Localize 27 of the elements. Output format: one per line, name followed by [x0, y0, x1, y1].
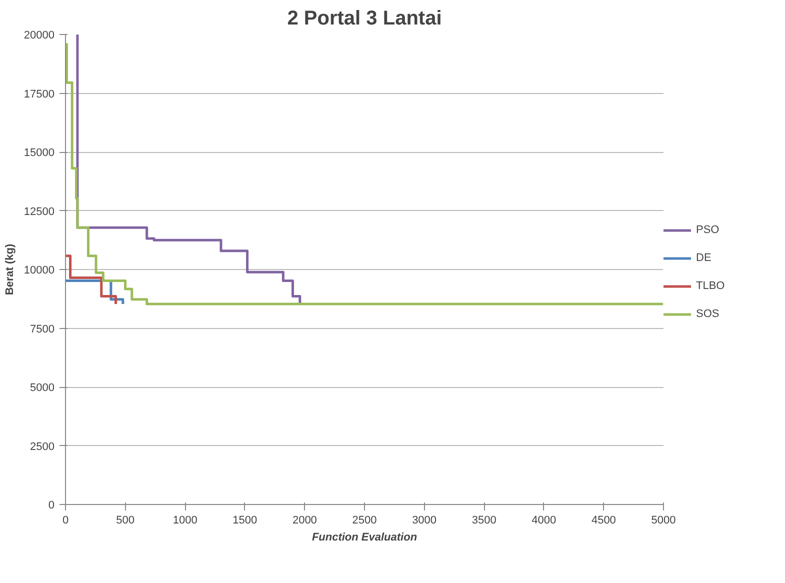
y-tick-label: 20000 [24, 30, 55, 42]
y-tick-label: 5000 [30, 382, 55, 394]
x-tick-label: 3000 [412, 514, 437, 526]
x-tick-label: 0 [62, 514, 69, 526]
legend-label: TLBO [696, 280, 725, 292]
x-tick-label: 4000 [532, 514, 556, 526]
legend-label: DE [696, 252, 712, 264]
x-tick-label: 4500 [591, 514, 616, 526]
x-tick-label: 1500 [232, 514, 258, 526]
y-tick-label: 10000 [24, 264, 55, 276]
y-tick-label: 15000 [24, 147, 55, 159]
x-tick-label: 500 [116, 514, 134, 526]
legend-label: PSO [696, 224, 720, 236]
y-tick-label: 7500 [30, 323, 55, 336]
chart-title: 2 Portal 3 Lantai [287, 8, 442, 30]
x-tick-label: 3500 [472, 514, 496, 526]
y-tick-label: 2500 [30, 440, 55, 453]
y-tick-label: 17500 [24, 88, 55, 100]
y-axis-title: Berat (kg) [4, 243, 16, 296]
x-axis-title: Function Evaluation [312, 532, 418, 544]
x-tick-label: 2500 [352, 514, 377, 526]
x-tick-label: 2000 [292, 514, 317, 526]
y-tick-label: 0 [48, 500, 55, 512]
x-tick-label: 5000 [651, 514, 676, 526]
x-tick-label: 1000 [172, 514, 198, 526]
y-tick-label: 12500 [24, 206, 55, 218]
legend-label: SOS [696, 308, 720, 320]
